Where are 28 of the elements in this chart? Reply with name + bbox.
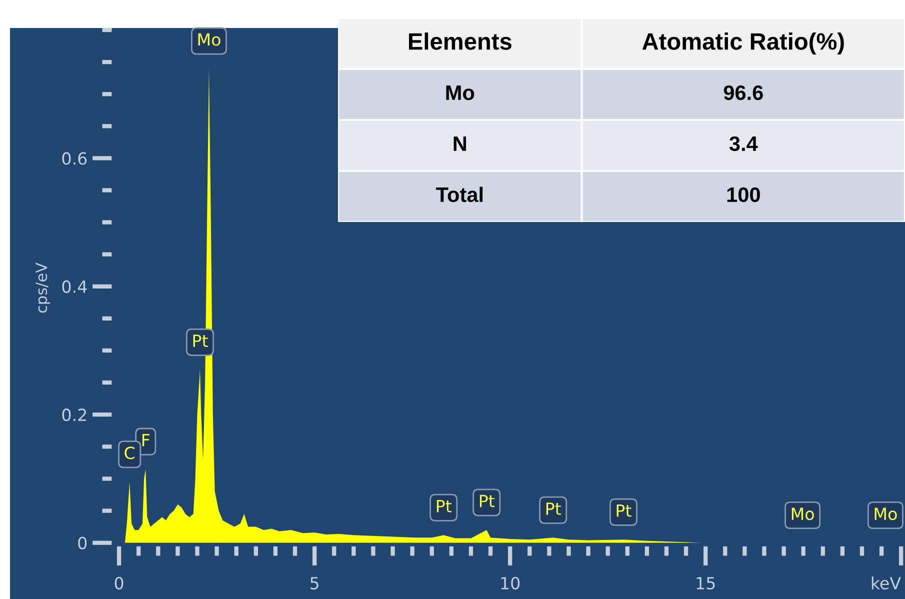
y-tick-label: 0.4: [62, 280, 87, 293]
annotation: Total: [436, 186, 483, 202]
annotation: Pt: [480, 494, 494, 508]
annotation: Mo: [446, 86, 474, 100]
x-tick-label: 0: [114, 576, 124, 590]
annotation: C: [124, 446, 135, 460]
annotation: Mo: [792, 508, 814, 520]
y-tick-label: 0: [78, 536, 87, 550]
annotation: Pt: [546, 502, 561, 515]
annotation: 3.4: [729, 136, 758, 152]
y-tick-label: 0.6: [62, 152, 87, 165]
annotation: N: [454, 136, 466, 151]
annotation: Pt: [436, 500, 452, 512]
annotation: F: [142, 434, 150, 446]
annotation: Pt: [193, 334, 208, 347]
annotation: Elements: [408, 32, 512, 50]
annotation: Pt: [616, 504, 632, 517]
x-tick-label: keV: [872, 576, 901, 590]
annotation: Mo: [874, 508, 897, 520]
y-tick-label: 0.2: [62, 408, 86, 422]
y-axis-title: cps/eV: [36, 262, 50, 313]
x-tick-label: 10: [501, 576, 520, 590]
annotation: Mo: [198, 33, 220, 46]
annotation: 100: [727, 187, 760, 202]
x-tick-label: 5: [310, 577, 318, 590]
x-tick-label: 15: [696, 577, 715, 590]
annotation: Atomatic Ratio(%): [642, 32, 844, 55]
annotation: 96.6: [724, 85, 763, 100]
